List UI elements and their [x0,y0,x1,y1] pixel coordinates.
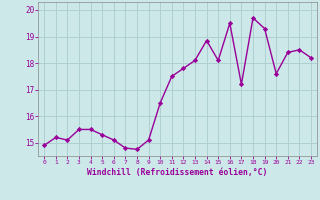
X-axis label: Windchill (Refroidissement éolien,°C): Windchill (Refroidissement éolien,°C) [87,168,268,177]
